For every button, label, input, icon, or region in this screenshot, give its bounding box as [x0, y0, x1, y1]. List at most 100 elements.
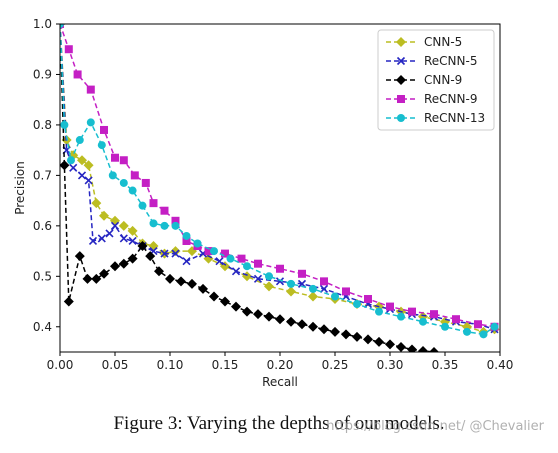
data-point-cnn-9 [253, 309, 263, 320]
data-point-cnn-9 [330, 326, 340, 337]
x-tick-label: 0.00 [47, 358, 74, 372]
data-point-recnn-13 [119, 178, 128, 187]
data-point-recnn-5 [119, 234, 128, 243]
data-point-recnn-5 [182, 257, 191, 266]
data-point-cnn-9 [165, 273, 175, 284]
data-point-recnn-13 [210, 247, 218, 256]
data-point-recnn-5 [215, 257, 224, 266]
plot-area [60, 24, 500, 352]
data-point-recnn-9 [141, 178, 150, 187]
data-point-recnn-9 [474, 320, 482, 329]
x-tick-label: 0.25 [322, 358, 349, 372]
data-point-cnn-9 [319, 324, 329, 335]
data-point-cnn-9 [198, 283, 208, 294]
y-tick-label: 0.6 [33, 219, 52, 233]
data-point-recnn-9 [430, 310, 438, 319]
legend-label-cnn-5: CNN-5 [424, 35, 462, 49]
data-point-recnn-9 [221, 249, 229, 258]
data-point-recnn-13 [171, 221, 180, 230]
y-tick-label: 1.0 [33, 17, 52, 31]
y-axis-label: Precision [13, 161, 27, 215]
data-point-recnn-9 [364, 295, 372, 304]
x-tick-label: 0.30 [377, 358, 404, 372]
data-point-recnn-9 [119, 156, 128, 165]
data-point-recnn-9 [237, 254, 246, 263]
data-point-cnn-9 [145, 251, 156, 262]
data-point-cnn-9 [385, 339, 395, 350]
data-point-cnn-9 [74, 251, 85, 262]
data-point-cnn-5 [83, 160, 94, 171]
x-tick-label: 0.05 [102, 358, 129, 372]
y-tick-label: 0.7 [33, 168, 52, 182]
data-point-recnn-5 [319, 284, 329, 293]
data-point-cnn-9 [63, 296, 74, 307]
x-axis-label: Recall [262, 375, 298, 389]
data-point-recnn-9 [86, 85, 95, 94]
legend-marker-recnn-5 [396, 56, 406, 66]
data-point-recnn-9 [276, 264, 284, 273]
legend-marker-cnn-9 [396, 75, 406, 85]
data-point-cnn-9 [91, 273, 102, 284]
x-tick-label: 0.20 [267, 358, 294, 372]
data-point-recnn-9 [171, 216, 180, 225]
data-point-cnn-9 [154, 266, 164, 277]
data-point-recnn-13 [60, 120, 69, 129]
data-point-cnn-9 [242, 306, 252, 317]
data-point-cnn-9 [82, 273, 93, 284]
data-point-recnn-13 [182, 231, 191, 240]
figure-caption: Figure 3: Varying the depths of our mode… [113, 413, 445, 434]
data-point-recnn-13 [67, 156, 75, 165]
series-recnn-9 [60, 24, 499, 331]
data-point-cnn-5 [127, 225, 138, 236]
data-point-cnn-9 [137, 241, 148, 252]
data-point-recnn-9 [73, 70, 82, 79]
data-point-recnn-13 [243, 262, 251, 271]
data-point-cnn-9 [363, 334, 373, 345]
legend-box [377, 29, 495, 131]
data-point-recnn-13 [138, 201, 147, 210]
data-point-cnn-9 [231, 301, 241, 312]
data-point-cnn-9 [429, 347, 439, 352]
legend-label-recnn-5: ReCNN-5 [424, 54, 477, 68]
data-point-recnn-5 [160, 249, 169, 258]
data-point-cnn-5 [110, 215, 120, 226]
data-point-recnn-5 [97, 234, 106, 243]
y-tick-label: 0.8 [33, 118, 52, 132]
data-point-cnn-9 [110, 261, 120, 272]
data-point-recnn-9 [298, 269, 306, 278]
data-point-recnn-13 [128, 186, 137, 195]
data-point-cnn-5 [118, 220, 129, 231]
x-tick-label: 0.10 [157, 358, 184, 372]
data-point-cnn-9 [264, 311, 274, 322]
data-point-cnn-9 [127, 253, 138, 264]
data-point-recnn-13 [309, 284, 317, 293]
y-tick-label: 0.9 [33, 67, 52, 81]
x-tick-label: 0.35 [432, 358, 459, 372]
data-point-recnn-5 [128, 236, 137, 246]
series-recnn-13 [60, 24, 499, 339]
data-point-cnn-5 [264, 281, 274, 292]
data-point-recnn-5 [84, 176, 93, 185]
legend-marker-recnn-9 [397, 95, 405, 103]
data-point-recnn-5 [88, 236, 98, 246]
legend: CNN-5 ReCNN-5 CNN-9 ReCNN-9 ReCNN-13 [377, 29, 495, 131]
data-point-recnn-9 [342, 287, 350, 296]
watermark-text: https://blog.csdn.net/ @Chevalier [326, 419, 544, 434]
data-point-cnn-9 [118, 258, 129, 269]
data-point-recnn-13 [160, 221, 169, 230]
data-point-recnn-13 [479, 330, 488, 339]
legend-label-cnn-9: CNN-9 [424, 73, 462, 87]
data-point-recnn-13 [149, 219, 158, 228]
precision-recall-chart: 0.00 0.05 0.10 0.15 0.20 0.25 0.30 0.35 0.40 0.4 0… [13, 17, 514, 389]
data-point-recnn-13 [331, 292, 339, 301]
data-point-cnn-5 [308, 291, 318, 302]
x-tick-label: 0.40 [487, 358, 514, 372]
data-point-recnn-13 [226, 254, 235, 263]
data-point-recnn-5 [105, 229, 114, 238]
data-point-recnn-5 [77, 171, 87, 180]
data-point-cnn-9 [60, 160, 70, 171]
data-point-recnn-9 [100, 125, 108, 134]
data-point-cnn-9 [407, 344, 417, 352]
data-point-recnn-13 [60, 24, 64, 28]
data-point-recnn-13 [108, 171, 117, 180]
